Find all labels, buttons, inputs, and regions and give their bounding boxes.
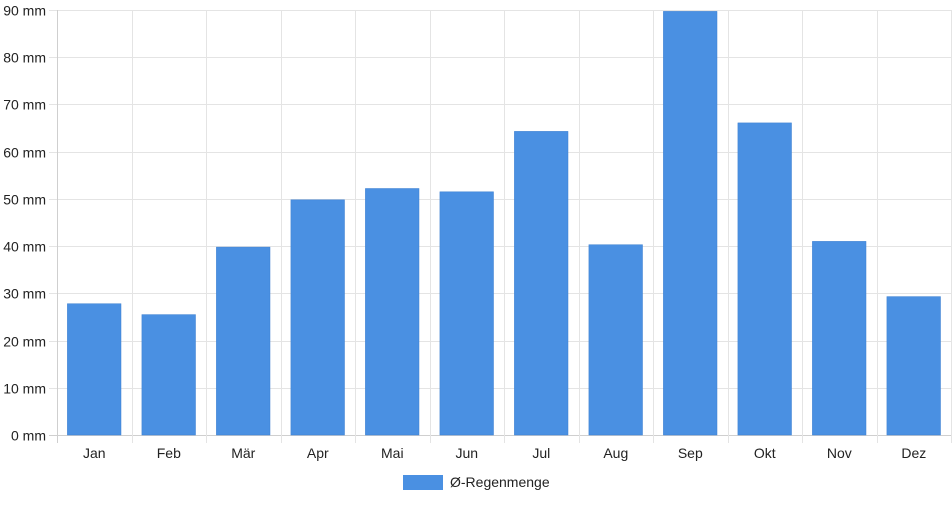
bar-jan[interactable]	[67, 303, 122, 436]
x-tick-label: Sep	[678, 445, 703, 461]
y-axis-tick-labels: 0 mm 10 mm 20 mm 30 mm 40 mm 50 mm 60 mm 70 mm 8…	[3, 3, 46, 444]
bar-jul[interactable]	[514, 131, 569, 436]
x-tick-label: Mär	[231, 445, 255, 461]
bar-feb[interactable]	[141, 314, 196, 436]
y-tick-label: 10 mm	[3, 381, 46, 397]
bar-mär[interactable]	[216, 246, 271, 436]
bar-dez[interactable]	[886, 296, 941, 436]
legend[interactable]: Ø-Regenmenge	[403, 474, 550, 490]
x-tick-label: Jul	[532, 445, 550, 461]
y-tick-label: 70 mm	[3, 97, 46, 113]
legend-swatch[interactable]	[403, 475, 443, 490]
y-tick-label: 40 mm	[3, 239, 46, 255]
x-tick-label: Jun	[456, 445, 479, 461]
x-axis-tick-labels: Jan Feb Mär Apr Mai Jun Jul Aug Sep Okt Nov Dez	[83, 445, 926, 461]
bars-layer	[67, 11, 941, 436]
y-tick-label: 0 mm	[11, 428, 46, 444]
y-tick-label: 60 mm	[3, 145, 46, 161]
legend-label[interactable]: Ø-Regenmenge	[450, 474, 550, 490]
y-tick-label: 50 mm	[3, 192, 46, 208]
y-tick-label: 80 mm	[3, 50, 46, 66]
x-tick-label: Okt	[754, 445, 776, 461]
x-tick-label: Mai	[381, 445, 404, 461]
x-tick-label: Apr	[307, 445, 329, 461]
bar-mai[interactable]	[365, 188, 420, 436]
y-tick-label: 30 mm	[3, 286, 46, 302]
bar-sep[interactable]	[663, 11, 718, 436]
bar-nov[interactable]	[812, 241, 867, 436]
y-tick-label: 20 mm	[3, 334, 46, 350]
x-tick-label: Aug	[603, 445, 628, 461]
bar-jun[interactable]	[439, 191, 494, 436]
bar-aug[interactable]	[588, 244, 643, 436]
x-tick-label: Feb	[157, 445, 181, 461]
bar-apr[interactable]	[290, 199, 345, 436]
x-tick-label: Dez	[901, 445, 926, 461]
y-tick-label: 90 mm	[3, 3, 46, 19]
x-tick-label: Nov	[827, 445, 852, 461]
x-tick-label: Jan	[83, 445, 106, 461]
bar-okt[interactable]	[737, 122, 792, 436]
